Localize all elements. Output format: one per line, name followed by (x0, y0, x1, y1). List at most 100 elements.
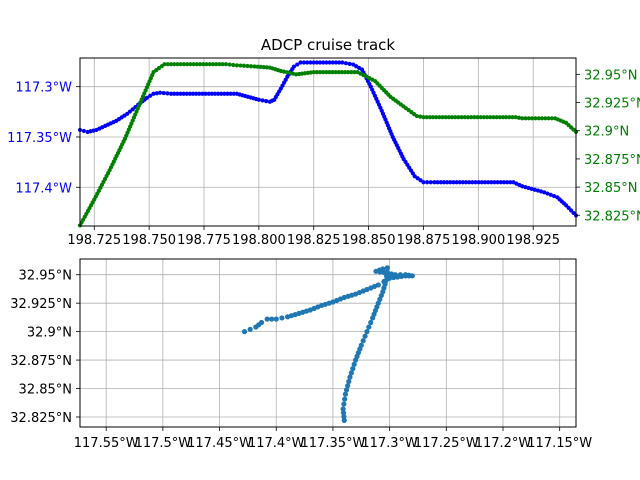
series-point (151, 91, 156, 96)
series-point (252, 64, 257, 69)
series-point (178, 91, 183, 96)
track-point (345, 383, 351, 389)
series-point (327, 60, 332, 65)
track-point (384, 269, 390, 275)
top-x-tick-label: 198.925 (506, 233, 560, 248)
series-point (412, 174, 417, 179)
track-point (279, 315, 285, 321)
series-point (456, 115, 461, 120)
series-point (451, 180, 456, 185)
series-point (172, 62, 177, 67)
series-point (200, 91, 205, 96)
series-point (425, 180, 430, 185)
series-point (500, 115, 506, 120)
series-point (324, 60, 329, 65)
series-point (178, 62, 183, 67)
series-point (482, 180, 488, 185)
right-axis-tick-label: 32.875°N (584, 153, 640, 168)
track-point (264, 316, 270, 322)
track-point (346, 378, 352, 385)
series-point (168, 62, 174, 67)
series-point (340, 60, 345, 65)
track-point (350, 366, 356, 372)
series-point (291, 64, 297, 69)
series-point (489, 180, 494, 185)
series-point (206, 91, 211, 96)
top-x-tick-label: 198.850 (342, 233, 396, 248)
series-point (255, 64, 260, 69)
series-point (317, 60, 323, 65)
series-point (441, 180, 447, 185)
series-point (428, 180, 433, 185)
left-axis-tick-label: 117.4°W (15, 181, 72, 196)
series-point (478, 115, 483, 120)
track-point (362, 333, 368, 339)
series-point (505, 180, 510, 185)
left-axis-tick-label: 117.3°W (15, 81, 72, 96)
series-point (161, 90, 166, 96)
bottom-x-tick-label: 117.5°W (135, 436, 192, 451)
series-point (475, 115, 480, 120)
series-point (238, 63, 243, 68)
series-point (158, 90, 163, 95)
series-point (223, 62, 229, 67)
series-point (539, 116, 545, 121)
series-point (336, 69, 341, 75)
series-point (546, 116, 551, 121)
series-point (446, 115, 451, 120)
series-point (457, 180, 462, 185)
series-point (231, 62, 236, 68)
series-point (321, 60, 326, 65)
series-point (165, 91, 170, 96)
series-point (427, 115, 432, 120)
series-point (443, 115, 448, 120)
series-point (305, 60, 310, 65)
track-point (258, 319, 265, 326)
track-point (347, 374, 353, 380)
series-point (492, 180, 497, 185)
series-point (219, 91, 224, 96)
bottom-x-tick-label: 117.2°W (475, 436, 532, 451)
series-point (201, 62, 206, 67)
series-point (314, 60, 320, 65)
series-point (301, 60, 306, 65)
series-point (184, 91, 189, 96)
series-point (498, 180, 503, 185)
series-point (507, 115, 512, 120)
series-point (530, 116, 535, 121)
track-point (273, 316, 279, 322)
track-point (383, 273, 390, 279)
chart-title: ADCP cruise track (261, 36, 395, 54)
series-point (470, 180, 475, 185)
right-axis-tick-label: 32.95°N (584, 68, 637, 83)
bottom-x-tick-label: 117.4°W (248, 436, 305, 451)
series-point (545, 191, 550, 196)
track-point (397, 272, 403, 278)
series-point (191, 62, 196, 67)
track-point (341, 414, 347, 420)
series-point (330, 69, 335, 75)
series-point (308, 60, 313, 65)
series-point (484, 115, 490, 120)
series-point (418, 114, 423, 119)
series-point (508, 180, 513, 185)
track-point (348, 370, 354, 376)
series-point (314, 69, 319, 75)
track-point (351, 361, 357, 367)
series-point (418, 178, 423, 183)
series-point (188, 62, 193, 67)
series-point (472, 115, 477, 120)
track-series (241, 265, 415, 423)
series-point (349, 69, 354, 75)
series-point (227, 62, 232, 67)
top-x-tick-label: 198.725 (67, 233, 121, 248)
track-point (402, 272, 409, 278)
series-point (258, 64, 263, 70)
series-point (497, 115, 502, 120)
bottom-axes-frame (79, 258, 577, 428)
series-point (421, 180, 426, 185)
series-point (172, 91, 177, 96)
series-point (448, 180, 453, 185)
series-point (463, 180, 469, 185)
series-point (469, 115, 474, 120)
